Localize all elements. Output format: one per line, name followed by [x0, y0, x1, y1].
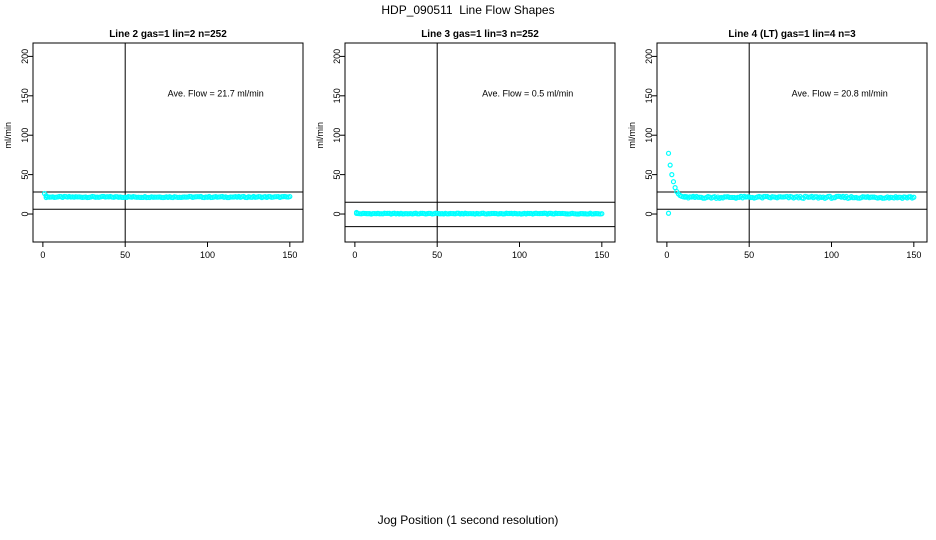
plot-box [656, 42, 928, 243]
ave-flow-annotation: Ave. Flow = 0.5 ml/min [482, 89, 573, 99]
x-tick-label: 100 [512, 250, 527, 260]
data-point [670, 179, 677, 185]
y-axis-label: ml/min [627, 122, 637, 149]
y-tick-label: 150 [644, 88, 654, 103]
y-tick-label: 200 [20, 49, 30, 64]
ave-flow-annotation: Ave. Flow = 21.7 ml/min [168, 89, 264, 99]
data-point [599, 211, 605, 217]
flow-plot-line4: 0 50 100 150 0 50 100 150 200 ml/min Line 4 (LT) g… [627, 29, 928, 260]
ave-flow-annotation: Ave. Flow = 20.8 ml/min [792, 89, 888, 99]
data-point [667, 162, 673, 168]
y-tick-label: 200 [332, 49, 342, 64]
y-tick-label: 150 [332, 88, 342, 103]
flow-plot-line2: 0 50 100 150 0 50 100 150 200 ml/min Line 2 gas=1 … [3, 29, 304, 260]
y-tick-label: 50 [644, 170, 654, 180]
shared-x-axis-label: Jog Position (1 second resolution) [377, 513, 559, 527]
y-tick-label: 150 [20, 88, 30, 103]
plot-box [32, 42, 304, 243]
y-tick-label: 0 [20, 212, 30, 217]
x-tick-label: 0 [352, 250, 357, 260]
panel-title: Line 3 gas=1 lin=3 n=252 [421, 29, 539, 40]
y-tick-label: 50 [20, 170, 30, 180]
x-tick-label: 0 [40, 250, 45, 260]
flow-panel-line4: 0 50 100 150 0 50 100 150 200 ml/min Line 4 (LT) g… [624, 0, 936, 280]
panel-title: Line 2 gas=1 lin=2 n=252 [109, 29, 227, 40]
flow-panel-line2: 0 50 100 150 0 50 100 150 200 ml/min Line 2 gas=1 … [0, 0, 312, 280]
x-tick-label: 100 [200, 250, 215, 260]
y-tick-label: 200 [644, 49, 654, 64]
y-tick-label: 100 [332, 128, 342, 143]
y-tick-label: 50 [332, 170, 342, 180]
y-tick-label: 0 [332, 212, 342, 217]
x-tick-label: 0 [664, 250, 669, 260]
y-tick-label: 100 [644, 128, 654, 143]
data-point [287, 193, 293, 200]
panel-title: Line 4 (LT) gas=1 lin=4 n=3 [728, 29, 856, 40]
data-point [665, 150, 672, 156]
flow-plot-line3: 0 50 100 150 0 50 100 150 200 ml/min Line 3 gas=1 … [315, 29, 616, 260]
panels-row: 0 50 100 150 0 50 100 150 200 ml/min Line 2 gas=1 … [0, 0, 936, 280]
y-tick-label: 0 [644, 212, 654, 217]
data-point [665, 210, 672, 216]
x-tick-label: 150 [906, 250, 921, 260]
x-tick-label: 150 [282, 250, 297, 260]
flow-panel-line3: 0 50 100 150 0 50 100 150 200 ml/min Line 3 gas=1 … [312, 0, 624, 280]
data-point [669, 172, 675, 178]
plot-box [344, 42, 616, 243]
x-tick-label: 150 [594, 250, 609, 260]
x-tick-label: 50 [432, 250, 442, 260]
data-point [911, 194, 917, 200]
x-tick-label: 50 [120, 250, 130, 260]
page-title: HDP_090511 Line Flow Shapes [381, 3, 555, 17]
x-tick-label: 100 [824, 250, 839, 260]
y-axis-label: ml/min [3, 122, 13, 149]
y-axis-label: ml/min [315, 122, 325, 149]
y-tick-label: 100 [20, 128, 30, 143]
x-tick-label: 50 [744, 250, 754, 260]
